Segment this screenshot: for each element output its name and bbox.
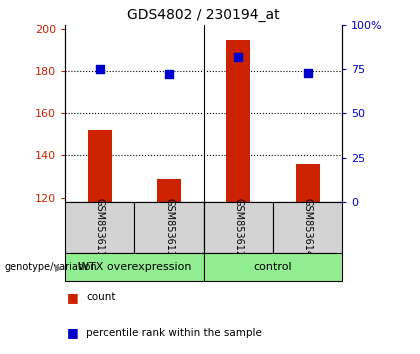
Text: control: control xyxy=(254,262,292,272)
Title: GDS4802 / 230194_at: GDS4802 / 230194_at xyxy=(127,8,280,22)
Text: ■: ■ xyxy=(67,326,79,339)
Text: GSM853613: GSM853613 xyxy=(164,198,174,257)
Bar xyxy=(204,202,273,253)
Text: GSM853611: GSM853611 xyxy=(95,198,105,257)
Bar xyxy=(65,253,204,281)
Text: ■: ■ xyxy=(67,291,79,304)
Point xyxy=(166,72,173,77)
Bar xyxy=(296,164,320,202)
Bar xyxy=(157,179,181,202)
Bar xyxy=(226,40,250,202)
Text: count: count xyxy=(86,292,116,302)
Bar xyxy=(273,202,342,253)
Text: GSM853614: GSM853614 xyxy=(303,198,312,257)
Text: ▶: ▶ xyxy=(55,262,62,272)
Text: genotype/variation: genotype/variation xyxy=(4,262,97,272)
Point xyxy=(304,70,311,75)
Bar xyxy=(134,202,204,253)
Text: percentile rank within the sample: percentile rank within the sample xyxy=(86,328,262,338)
Bar xyxy=(204,253,342,281)
Bar xyxy=(65,202,134,253)
Text: WTX overexpression: WTX overexpression xyxy=(78,262,191,272)
Point xyxy=(235,54,242,59)
Text: GSM853612: GSM853612 xyxy=(234,198,243,257)
Point xyxy=(97,66,103,72)
Bar xyxy=(88,130,112,202)
